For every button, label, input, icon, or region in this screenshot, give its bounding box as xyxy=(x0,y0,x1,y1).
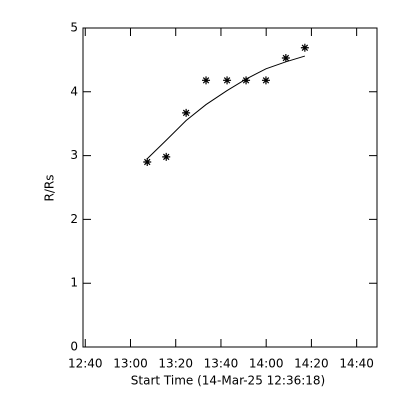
asterisk-marker xyxy=(182,108,191,117)
x-tick-label: 14:40 xyxy=(339,357,374,371)
x-tick-label: 13:40 xyxy=(204,357,239,371)
y-tick-label: 4 xyxy=(70,84,78,98)
y-tick-label: 1 xyxy=(70,276,78,290)
y-tick-label: 0 xyxy=(70,340,78,354)
x-tick-label: 12:40 xyxy=(68,357,103,371)
asterisk-marker xyxy=(162,152,171,161)
y-tick-label: 3 xyxy=(70,148,78,162)
asterisk-marker xyxy=(261,76,270,85)
y-tick-label: 2 xyxy=(70,212,78,226)
plot-frame xyxy=(82,27,378,348)
x-tick-label: 14:20 xyxy=(294,357,329,371)
asterisk-marker xyxy=(242,76,251,85)
asterisk-marker xyxy=(143,157,152,166)
asterisk-marker xyxy=(202,76,211,85)
x-axis-label: Start Time (14-Mar-25 12:36:18) xyxy=(131,374,325,388)
y-axis-label: R/Rs xyxy=(43,175,57,202)
x-tick-label: 14:00 xyxy=(249,357,284,371)
x-tick-label: 13:00 xyxy=(113,357,148,371)
asterisk-marker xyxy=(281,53,290,62)
asterisk-marker xyxy=(300,43,309,52)
x-tick-label: 13:20 xyxy=(158,357,193,371)
fit-line xyxy=(146,55,306,160)
asterisk-marker xyxy=(223,76,232,85)
y-tick-label: 5 xyxy=(70,21,78,35)
